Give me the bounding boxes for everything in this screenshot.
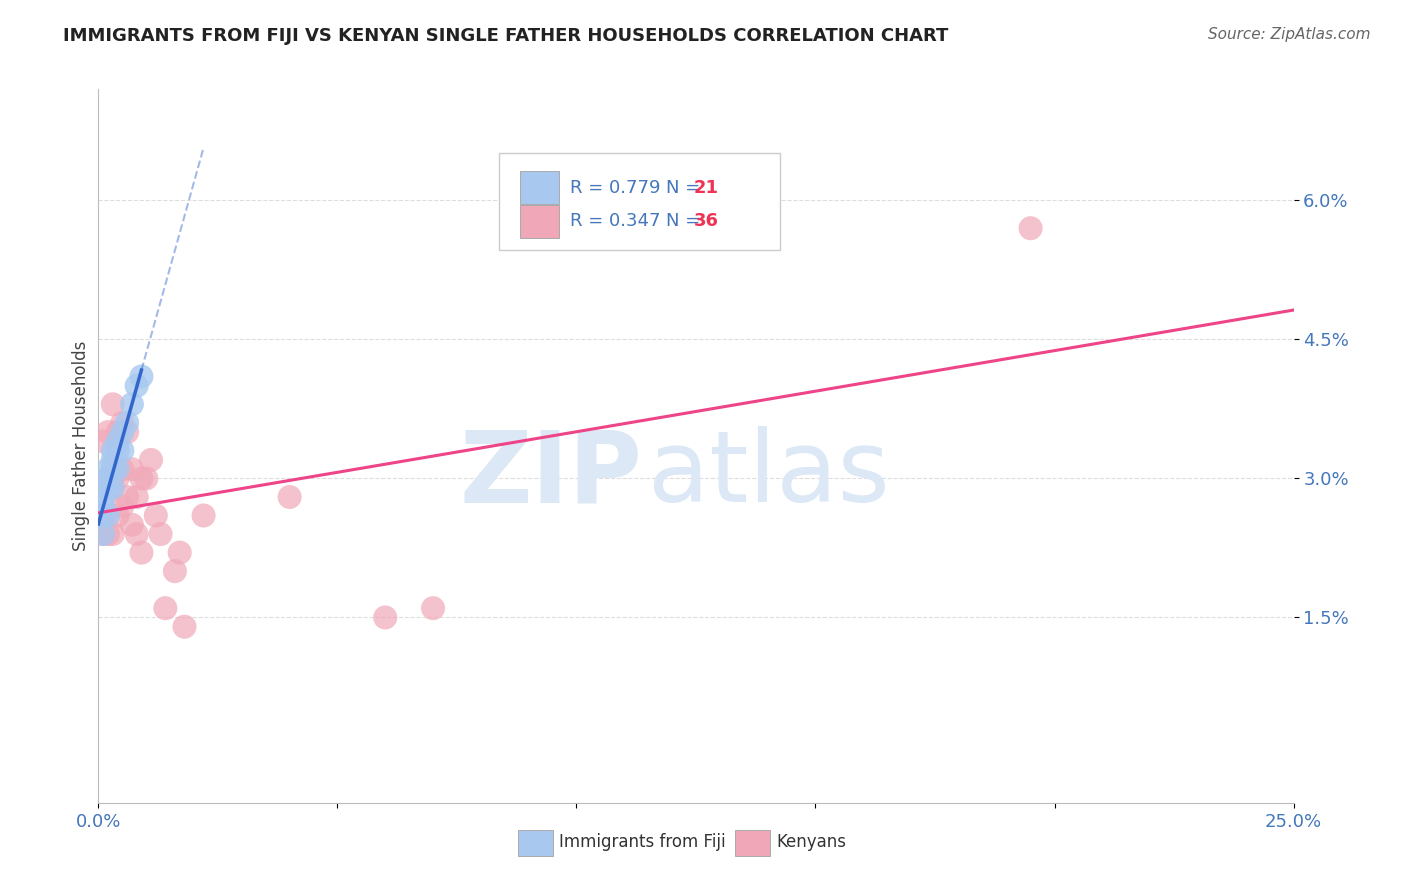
Point xyxy=(139,453,162,467)
Point xyxy=(115,416,138,430)
Point xyxy=(131,369,153,384)
Point xyxy=(97,508,120,523)
Text: Source: ZipAtlas.com: Source: ZipAtlas.com xyxy=(1208,27,1371,42)
Point xyxy=(155,601,177,615)
FancyBboxPatch shape xyxy=(499,153,779,250)
Text: Kenyans: Kenyans xyxy=(776,833,846,851)
Text: N =: N = xyxy=(666,178,706,196)
Text: ZIP: ZIP xyxy=(460,426,643,523)
Point xyxy=(97,481,120,495)
Point xyxy=(91,434,114,449)
Text: R = 0.779: R = 0.779 xyxy=(571,178,661,196)
FancyBboxPatch shape xyxy=(517,830,553,856)
Point xyxy=(169,545,191,559)
Point xyxy=(111,500,134,514)
Text: IMMIGRANTS FROM FIJI VS KENYAN SINGLE FATHER HOUSEHOLDS CORRELATION CHART: IMMIGRANTS FROM FIJI VS KENYAN SINGLE FA… xyxy=(63,27,949,45)
Point xyxy=(115,425,138,439)
Text: 36: 36 xyxy=(693,212,718,230)
Point xyxy=(91,527,114,541)
Point xyxy=(121,462,143,476)
Point xyxy=(107,425,129,439)
Point xyxy=(374,610,396,624)
Point xyxy=(97,462,120,476)
Point xyxy=(91,527,114,541)
Point xyxy=(131,545,153,559)
Point xyxy=(91,500,114,514)
Point xyxy=(91,508,114,523)
Point xyxy=(121,397,143,411)
FancyBboxPatch shape xyxy=(735,830,770,856)
Point xyxy=(111,416,134,430)
Point xyxy=(107,434,129,449)
Point xyxy=(422,601,444,615)
Point xyxy=(97,471,120,485)
Point xyxy=(121,517,143,532)
Text: Immigrants from Fiji: Immigrants from Fiji xyxy=(558,833,725,851)
Point xyxy=(101,471,124,485)
Point xyxy=(101,443,124,458)
Point xyxy=(135,471,157,485)
Y-axis label: Single Father Households: Single Father Households xyxy=(72,341,90,551)
Point xyxy=(101,462,124,476)
Point xyxy=(91,508,114,523)
Text: N =: N = xyxy=(666,212,706,230)
FancyBboxPatch shape xyxy=(520,171,558,204)
Text: atlas: atlas xyxy=(648,426,890,523)
Point xyxy=(97,471,120,485)
Point xyxy=(97,527,120,541)
Point xyxy=(111,462,134,476)
Point xyxy=(173,620,195,634)
Point xyxy=(1019,221,1042,235)
Point xyxy=(115,490,138,504)
Point xyxy=(111,443,134,458)
Text: 21: 21 xyxy=(693,178,718,196)
Point xyxy=(91,490,114,504)
Point xyxy=(149,527,172,541)
Point xyxy=(101,527,124,541)
Point xyxy=(107,471,129,485)
Point xyxy=(97,425,120,439)
Point xyxy=(131,471,153,485)
Point xyxy=(125,527,148,541)
Text: R = 0.347: R = 0.347 xyxy=(571,212,661,230)
Point xyxy=(163,564,186,578)
Point xyxy=(111,425,134,439)
Point xyxy=(125,378,148,392)
Point xyxy=(107,443,129,458)
Point xyxy=(107,508,129,523)
Point xyxy=(193,508,215,523)
Point xyxy=(107,462,129,476)
Point xyxy=(145,508,167,523)
Point xyxy=(125,490,148,504)
FancyBboxPatch shape xyxy=(520,205,558,237)
Point xyxy=(101,397,124,411)
Point xyxy=(101,481,124,495)
Point xyxy=(278,490,301,504)
Point xyxy=(101,453,124,467)
